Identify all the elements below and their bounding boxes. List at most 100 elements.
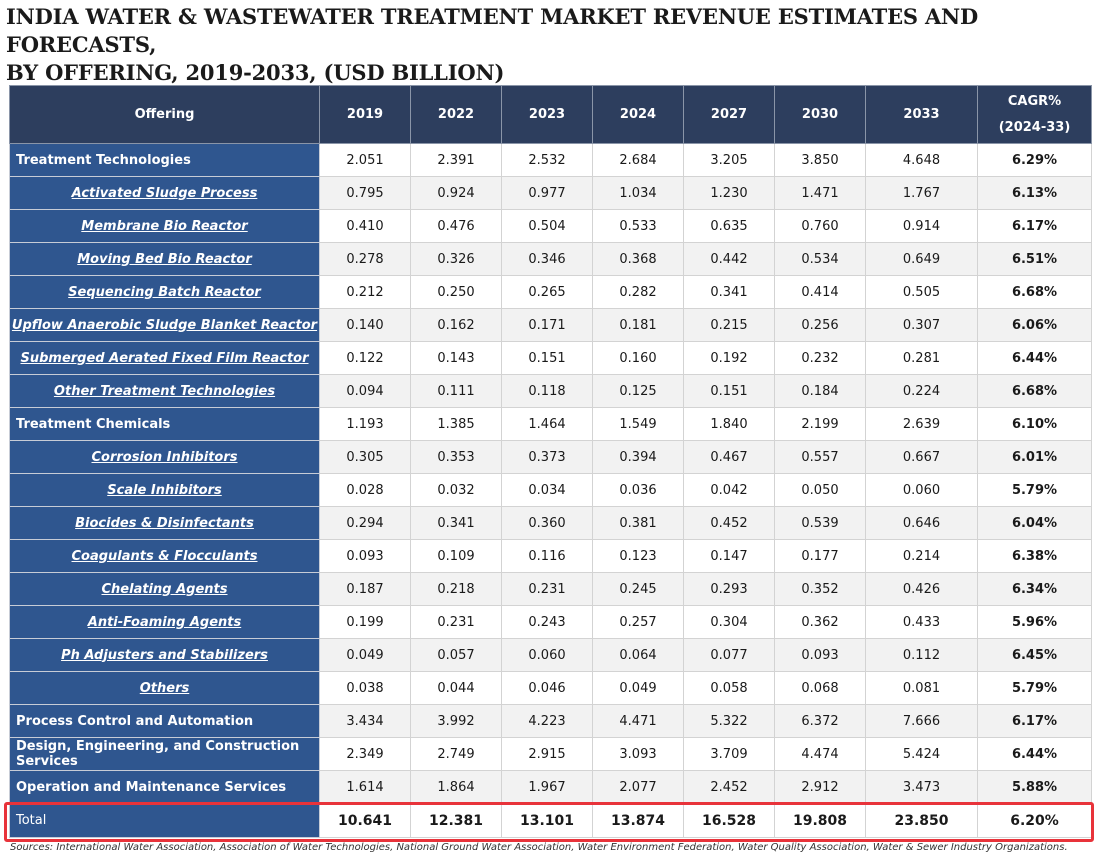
value-cell: 0.341 (683, 275, 775, 309)
value-cell: 0.171 (501, 308, 593, 342)
column-header: 2024 (592, 85, 684, 144)
sub-offering-label[interactable]: Chelating Agents (9, 572, 320, 606)
value-cell: 3.205 (683, 143, 775, 177)
value-cell: 0.635 (683, 209, 775, 243)
value-cell: 0.394 (592, 440, 684, 474)
value-cell: 3.434 (319, 704, 411, 738)
total-value-cell: 12.381 (410, 803, 502, 838)
value-cell: 0.341 (410, 506, 502, 540)
sub-offering-label[interactable]: Sequencing Batch Reactor (9, 275, 320, 309)
cagr-column-header: CAGR% (2024-33) (977, 85, 1092, 144)
value-cell: 0.557 (774, 440, 866, 474)
sub-offering-label[interactable]: Submerged Aerated Fixed Film Reactor (9, 341, 320, 375)
value-cell: 0.304 (683, 605, 775, 639)
value-cell: 0.452 (683, 506, 775, 540)
value-cell: 7.666 (865, 704, 978, 738)
value-cell: 1.230 (683, 176, 775, 210)
value-cell: 0.077 (683, 638, 775, 672)
value-cell: 3.850 (774, 143, 866, 177)
value-cell: 0.534 (774, 242, 866, 276)
value-cell: 0.360 (501, 506, 593, 540)
cagr-cell: 6.44% (977, 341, 1092, 375)
source-note: Sources: International Water Association… (10, 842, 1068, 853)
total-value-cell: 23.850 (865, 803, 978, 838)
cagr-header-line-2: (2024-33) (998, 119, 1071, 135)
column-header: 2019 (319, 85, 411, 144)
value-cell: 0.218 (410, 572, 502, 606)
sub-offering-label[interactable]: Other Treatment Technologies (9, 374, 320, 408)
value-cell: 0.505 (865, 275, 978, 309)
column-header: Offering (9, 85, 320, 144)
value-cell: 0.215 (683, 308, 775, 342)
value-cell: 2.749 (410, 737, 502, 771)
value-cell: 2.051 (319, 143, 411, 177)
sub-offering-label[interactable]: Anti-Foaming Agents (9, 605, 320, 639)
value-cell: 2.532 (501, 143, 593, 177)
value-cell: 4.648 (865, 143, 978, 177)
value-cell: 0.256 (774, 308, 866, 342)
column-header: 2033 (865, 85, 978, 144)
value-cell: 0.151 (501, 341, 593, 375)
sub-offering-label[interactable]: Ph Adjusters and Stabilizers (9, 638, 320, 672)
value-cell: 2.077 (592, 770, 684, 804)
value-cell: 0.044 (410, 671, 502, 705)
table-row: Others 0.038 0.044 0.046 0.049 0.058 0.068 0.08… (9, 671, 1092, 705)
sub-offering-label[interactable]: Others (9, 671, 320, 705)
value-cell: 3.992 (410, 704, 502, 738)
table-row: Design, Engineering, and Construction Se… (9, 737, 1092, 771)
value-cell: 0.181 (592, 308, 684, 342)
value-cell: 2.915 (501, 737, 593, 771)
value-cell: 0.426 (865, 572, 978, 606)
value-cell: 4.223 (501, 704, 593, 738)
sub-offering-label[interactable]: Biocides & Disinfectants (9, 506, 320, 540)
cagr-cell: 5.79% (977, 473, 1092, 507)
sub-offering-label[interactable]: Moving Bed Bio Reactor (9, 242, 320, 276)
cagr-cell: 6.68% (977, 374, 1092, 408)
sub-offering-label[interactable]: Upflow Anaerobic Sludge Blanket Reactor (9, 308, 320, 342)
value-cell: 0.924 (410, 176, 502, 210)
cagr-cell: 6.17% (977, 704, 1092, 738)
value-cell: 0.140 (319, 308, 411, 342)
cagr-cell: 6.06% (977, 308, 1092, 342)
offering-label: Operation and Maintenance Services (9, 770, 320, 804)
value-cell: 0.118 (501, 374, 593, 408)
column-header: 2030 (774, 85, 866, 144)
value-cell: 0.795 (319, 176, 411, 210)
sub-offering-label[interactable]: Membrane Bio Reactor (9, 209, 320, 243)
sub-offering-label[interactable]: Coagulants & Flocculants (9, 539, 320, 573)
value-cell: 0.147 (683, 539, 775, 573)
value-cell: 3.093 (592, 737, 684, 771)
value-cell: 0.081 (865, 671, 978, 705)
value-cell: 2.452 (683, 770, 775, 804)
table-row: Upflow Anaerobic Sludge Blanket Reactor 0… (9, 308, 1092, 342)
cagr-cell: 5.79% (977, 671, 1092, 705)
value-cell: 0.162 (410, 308, 502, 342)
cagr-cell: 6.01% (977, 440, 1092, 474)
sub-offering-label[interactable]: Scale Inhibitors (9, 473, 320, 507)
value-cell: 0.504 (501, 209, 593, 243)
value-cell: 1.840 (683, 407, 775, 441)
value-cell: 1.034 (592, 176, 684, 210)
value-cell: 0.373 (501, 440, 593, 474)
sub-offering-label[interactable]: Corrosion Inhibitors (9, 440, 320, 474)
value-cell: 0.433 (865, 605, 978, 639)
value-cell: 0.046 (501, 671, 593, 705)
value-cell: 1.614 (319, 770, 411, 804)
column-header: 2027 (683, 85, 775, 144)
sub-offering-label[interactable]: Activated Sludge Process (9, 176, 320, 210)
offering-label: Process Control and Automation (9, 704, 320, 738)
value-cell: 0.034 (501, 473, 593, 507)
value-cell: 0.116 (501, 539, 593, 573)
value-cell: 5.322 (683, 704, 775, 738)
value-cell: 2.639 (865, 407, 978, 441)
table-row: Chelating Agents 0.187 0.218 0.231 0.245 0.29… (9, 572, 1092, 606)
table-row: Scale Inhibitors 0.028 0.032 0.034 0.036 0.04… (9, 473, 1092, 507)
value-cell: 0.533 (592, 209, 684, 243)
table-header-row: Offering 2019 2022 2023 2024 2027 2030 2… (9, 85, 1092, 144)
value-cell: 0.050 (774, 473, 866, 507)
value-cell: 6.372 (774, 704, 866, 738)
cagr-cell: 6.34% (977, 572, 1092, 606)
value-cell: 0.305 (319, 440, 411, 474)
table-row: Submerged Aerated Fixed Film Reactor 0.12… (9, 341, 1092, 375)
cagr-cell: 6.13% (977, 176, 1092, 210)
